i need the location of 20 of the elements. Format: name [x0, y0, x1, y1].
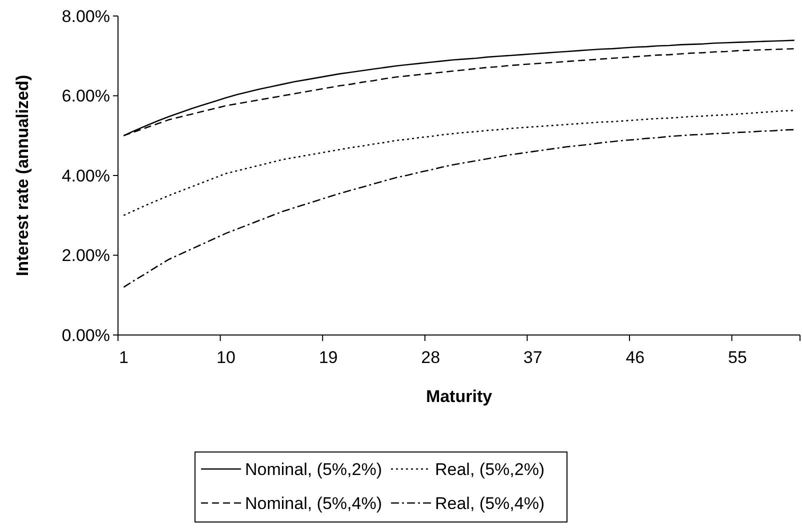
y-tick-label: 4.00%: [62, 166, 110, 186]
legend-label: Nominal, (5%,2%): [245, 460, 382, 479]
x-axis-title: Maturity: [426, 387, 493, 406]
line-series: [123, 110, 795, 216]
legend-label: Nominal, (5%,4%): [245, 494, 382, 513]
line-series: [123, 128, 795, 288]
y-tick-label: 0.00%: [62, 326, 110, 345]
x-tick-label: 10: [216, 348, 236, 367]
y-tick-label: 2.00%: [62, 246, 110, 266]
y-tick-label: 8.00%: [62, 6, 110, 26]
x-tick-label: 46: [626, 348, 645, 367]
legend-label: Real, (5%,4%): [435, 494, 545, 513]
x-tick-label: 28: [421, 348, 440, 367]
legend-label: Real, (5%,2%): [435, 460, 545, 479]
x-tick-label: 1: [118, 348, 128, 367]
y-tick-label: 6.00%: [62, 86, 110, 106]
y-axis-title: Interest rate (annualized): [13, 74, 32, 276]
x-tick-label: 55: [728, 348, 747, 367]
x-tick-label: 37: [523, 348, 542, 367]
x-tick-label: 19: [318, 348, 338, 367]
